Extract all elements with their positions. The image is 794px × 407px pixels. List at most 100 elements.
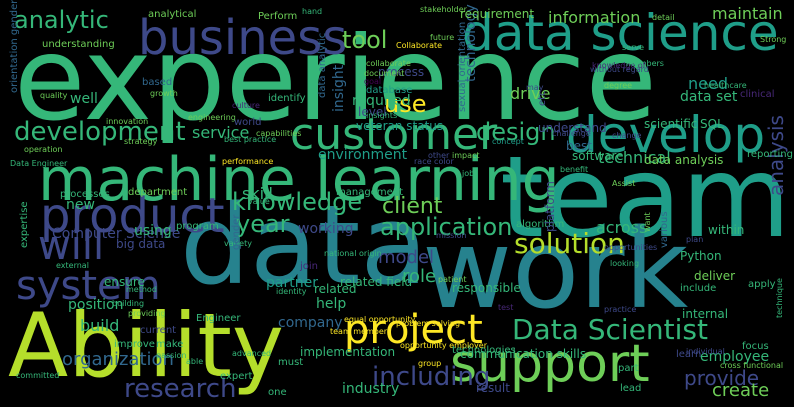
word-value: value [248, 197, 270, 206]
word-understanding: understanding [42, 39, 115, 50]
word-tool: tool [342, 26, 388, 54]
word-data: data [180, 181, 428, 309]
word-organization: organization [62, 349, 174, 370]
word-create: create [712, 380, 770, 401]
word-department: department [128, 187, 188, 198]
word-future: future [430, 33, 455, 42]
word-degree: degree [604, 81, 633, 90]
word-ability: Ability [8, 294, 284, 397]
word-client: client [382, 194, 443, 219]
word-related: related [314, 282, 357, 296]
word-want: want [643, 212, 652, 232]
word-software: software [572, 149, 624, 163]
word-across: across [596, 218, 648, 237]
word-scientific: scientific [644, 117, 698, 131]
word-problem-solving: problem solving [396, 319, 461, 328]
word-required: required [352, 93, 411, 109]
word-equal-opportunity: equal opportunity [344, 315, 416, 324]
word-strong: Strong [760, 35, 787, 44]
word-strategy: strategy [124, 137, 158, 146]
word-method: method [126, 285, 157, 294]
word-expertise: expertise [19, 201, 30, 248]
word-committed: committed [16, 371, 60, 380]
word-new: new [66, 197, 95, 213]
word-data-engineer: Data Engineer [10, 159, 68, 168]
word-data-science: data science [462, 4, 779, 62]
word-maintain: maintain [712, 4, 783, 23]
word-employee: employee [700, 349, 770, 365]
word-ensure: ensure [104, 275, 145, 289]
word-impact: impact [452, 151, 480, 160]
word-change: change [612, 131, 642, 140]
word-sexual-orientation: sexual orientation [457, 21, 468, 112]
word-quality: quality [40, 91, 68, 100]
word-database: database [366, 85, 413, 96]
word-python: Python [680, 249, 722, 263]
word-work: work [422, 205, 689, 333]
word-role: role [402, 266, 437, 287]
word-customer: customer [290, 109, 498, 160]
word-patient: patient [438, 275, 467, 284]
word-knowledge-of: knowledge of [592, 61, 646, 70]
word-based: based [142, 77, 173, 88]
word-team: team [500, 133, 791, 263]
word-identify: identify [268, 93, 306, 104]
word-performance: performance [222, 157, 274, 166]
word-job: job [462, 169, 475, 178]
word-knowledge: knowledge [232, 188, 363, 216]
word-responsible: responsible [452, 281, 521, 295]
word-analytic: analytic [14, 6, 109, 34]
word-may: may [526, 83, 544, 92]
word-big-data: big data [116, 237, 166, 251]
word-level: level [358, 105, 387, 119]
word-identity: identity [276, 287, 307, 296]
word-will: will [38, 223, 105, 269]
word-within: within [708, 223, 745, 237]
word-concept: concept [492, 137, 524, 146]
word-advanced: advanced [232, 349, 272, 358]
word-members: members [626, 59, 664, 68]
word-part: part [618, 363, 639, 374]
word-deliver: deliver [694, 269, 736, 283]
word-help: help [316, 296, 347, 312]
word-skill: skill [242, 184, 273, 203]
word-internal: internal [682, 307, 729, 321]
word-orientation-gender: orientation gender [9, 0, 20, 94]
word-join: join [300, 261, 319, 272]
word-assist: Assist [612, 179, 636, 188]
word-current: current [140, 325, 177, 336]
word-building: building [112, 299, 145, 308]
word-best-practice: best practice [224, 135, 277, 144]
word-year: year [236, 210, 290, 238]
word-provide: provide [684, 366, 760, 390]
word-technical: technical [598, 148, 671, 167]
word-culture: culture [232, 101, 260, 110]
word-one: one [268, 387, 287, 398]
word-insights: insights [366, 111, 398, 120]
word-data-analysis: data analysis [644, 153, 724, 167]
word-focus: focus [742, 341, 769, 352]
word-engineer: Engineer [196, 313, 241, 324]
word-project: project [344, 307, 483, 353]
word-data-analytic: data analytic [317, 32, 328, 98]
word-management: management [336, 187, 403, 198]
word-sql: SQL [700, 117, 724, 131]
word-company: company [278, 315, 343, 331]
word-hand: hand [302, 7, 323, 16]
word-including: including [372, 362, 491, 392]
word-research: research [124, 374, 237, 404]
word-lead: lead [620, 383, 642, 394]
word-service: service [192, 123, 250, 142]
word-implementation: implementation [300, 345, 396, 359]
word-technologies: technologies [452, 345, 516, 356]
word-able: able [186, 357, 204, 366]
word-include: include [680, 283, 717, 294]
word-processes: processes [60, 189, 110, 200]
word-solution: solution [514, 227, 625, 260]
word-learn: learn [676, 349, 702, 360]
word-best: best [566, 139, 592, 153]
word-perform: Perform [258, 11, 298, 22]
word-external: external [56, 261, 89, 270]
word-must: must [278, 357, 304, 368]
